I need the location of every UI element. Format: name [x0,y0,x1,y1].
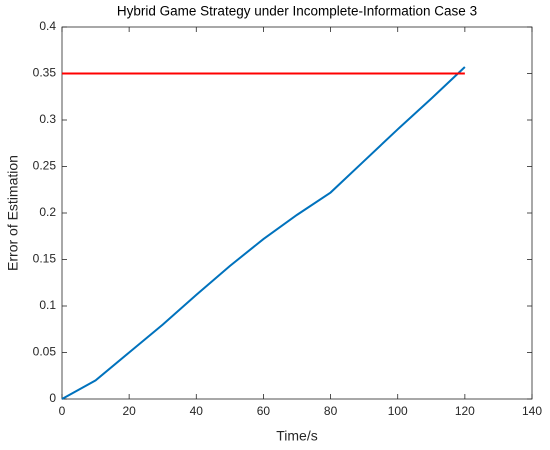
x-tick-label: 100 [388,404,408,418]
y-tick-label: 0.3 [39,112,56,126]
x-tick-label: 120 [455,404,475,418]
data-line [61,66,466,400]
chart-title: Hybrid Game Strategy under Incomplete-In… [117,4,477,19]
x-tick-label: 60 [257,404,271,418]
y-tick-label: 0.2 [39,205,56,219]
x-tick-label: 140 [522,404,542,418]
y-axis-label: Error of Estimation [5,155,21,271]
y-tick-label: 0.15 [33,252,57,266]
x-tick-label: 40 [190,404,204,418]
y-tick-label: 0.05 [33,345,57,359]
y-tick-label: 0 [49,391,56,405]
y-tick-label: 0.1 [39,298,56,312]
x-axis-label: Time/s [276,428,317,444]
y-tick-label: 0.35 [33,66,57,80]
y-tick-label: 0.4 [39,19,56,33]
x-tick-label: 80 [324,404,338,418]
y-tick-label: 0.25 [33,159,57,173]
x-tick-label: 0 [59,404,66,418]
x-tick-label: 20 [122,404,136,418]
